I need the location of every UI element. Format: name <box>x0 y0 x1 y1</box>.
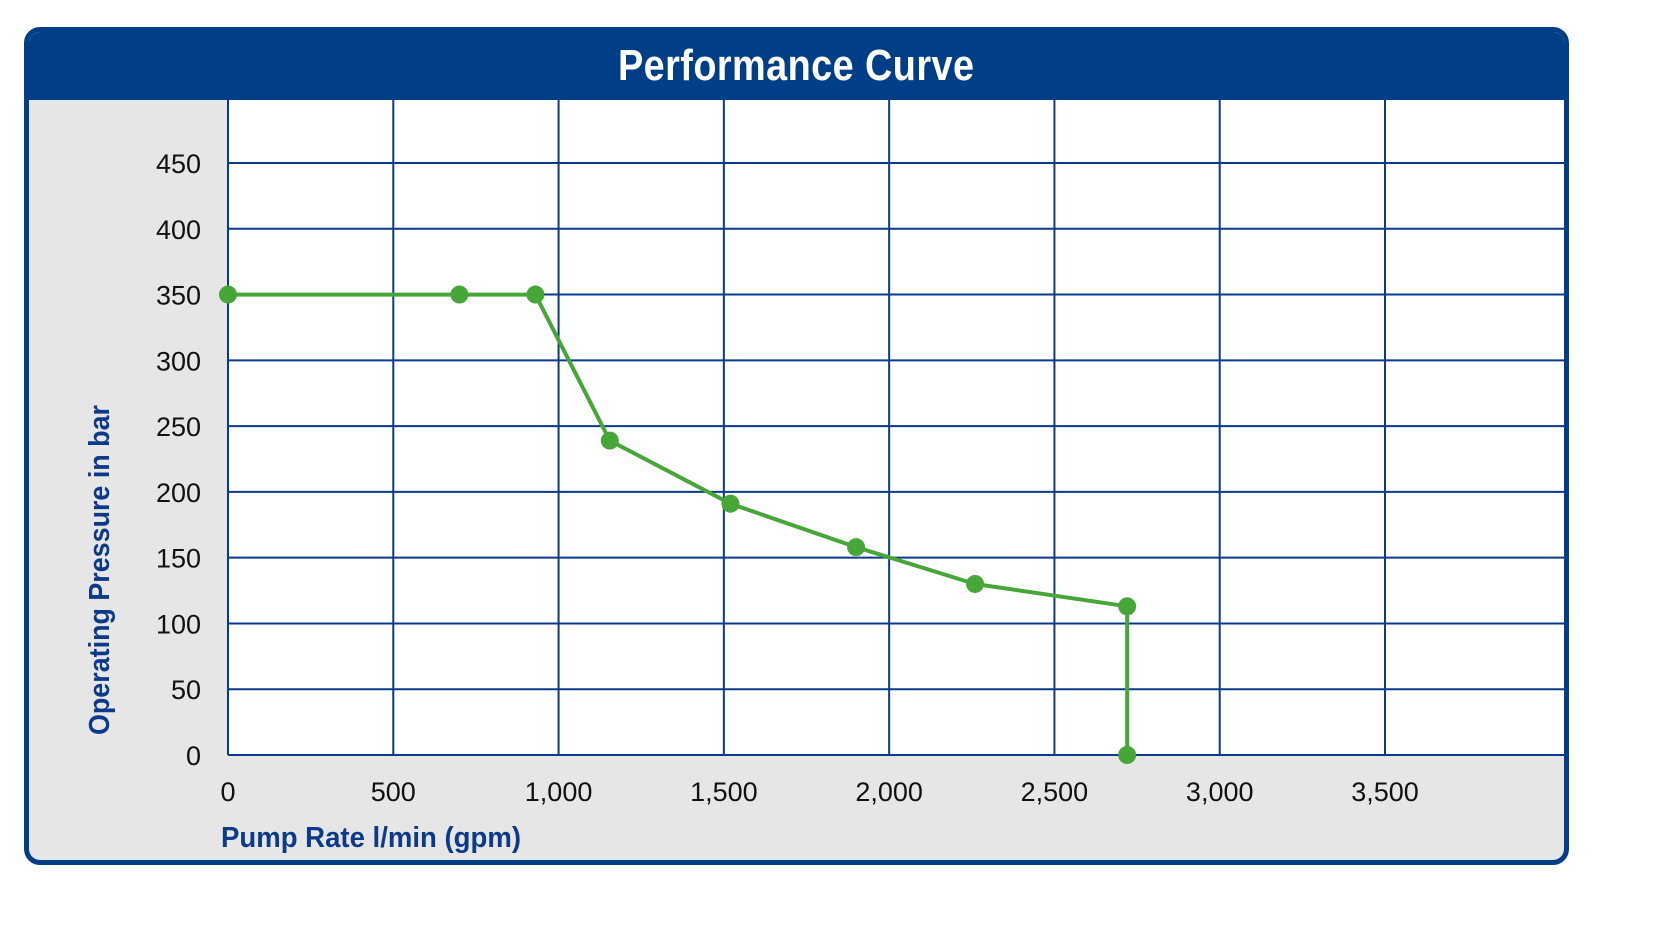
x-tick-label: 0 <box>220 777 235 807</box>
y-tick-label: 450 <box>156 149 201 179</box>
x-tick-label: 3,500 <box>1351 777 1419 807</box>
y-tick-label: 250 <box>156 412 201 442</box>
data-point <box>966 574 985 593</box>
y-tick-label: 300 <box>156 346 201 376</box>
y-tick-label: 100 <box>156 609 201 639</box>
y-tick-label: 400 <box>156 215 201 245</box>
chart-title: Performance Curve <box>618 41 975 90</box>
plot-area <box>228 100 1564 755</box>
y-axis-title: Operating Pressure in bar <box>84 405 116 735</box>
data-point <box>450 285 469 304</box>
y-tick-label: 150 <box>156 544 201 574</box>
y-tick-label: 0 <box>186 741 201 771</box>
chart-panel: Performance Curve 0 50 100 150 200 250 300 350 4… <box>24 27 1569 865</box>
data-point <box>721 494 740 513</box>
y-tick-label: 200 <box>156 478 201 508</box>
x-tick-label: 2,000 <box>855 777 923 807</box>
data-point <box>1118 746 1137 764</box>
data-point <box>600 431 619 450</box>
data-point <box>526 285 545 304</box>
x-axis-title: Pump Rate l/min (gpm) <box>221 822 521 854</box>
x-tick-label: 1,500 <box>690 777 758 807</box>
data-point <box>219 285 237 304</box>
title-bar: Performance Curve <box>29 32 1564 100</box>
y-tick-label: 50 <box>171 675 201 705</box>
performance-chart: 0 50 100 150 200 250 300 350 400 450 0 500 1,000 1,50… <box>84 100 1564 854</box>
data-point <box>847 538 866 557</box>
y-tick-label: 350 <box>156 281 201 311</box>
data-point <box>1118 597 1137 616</box>
x-tick-label: 3,000 <box>1186 777 1254 807</box>
x-tick-label: 1,000 <box>525 777 593 807</box>
x-tick-label: 500 <box>371 777 416 807</box>
x-tick-label: 2,500 <box>1021 777 1089 807</box>
